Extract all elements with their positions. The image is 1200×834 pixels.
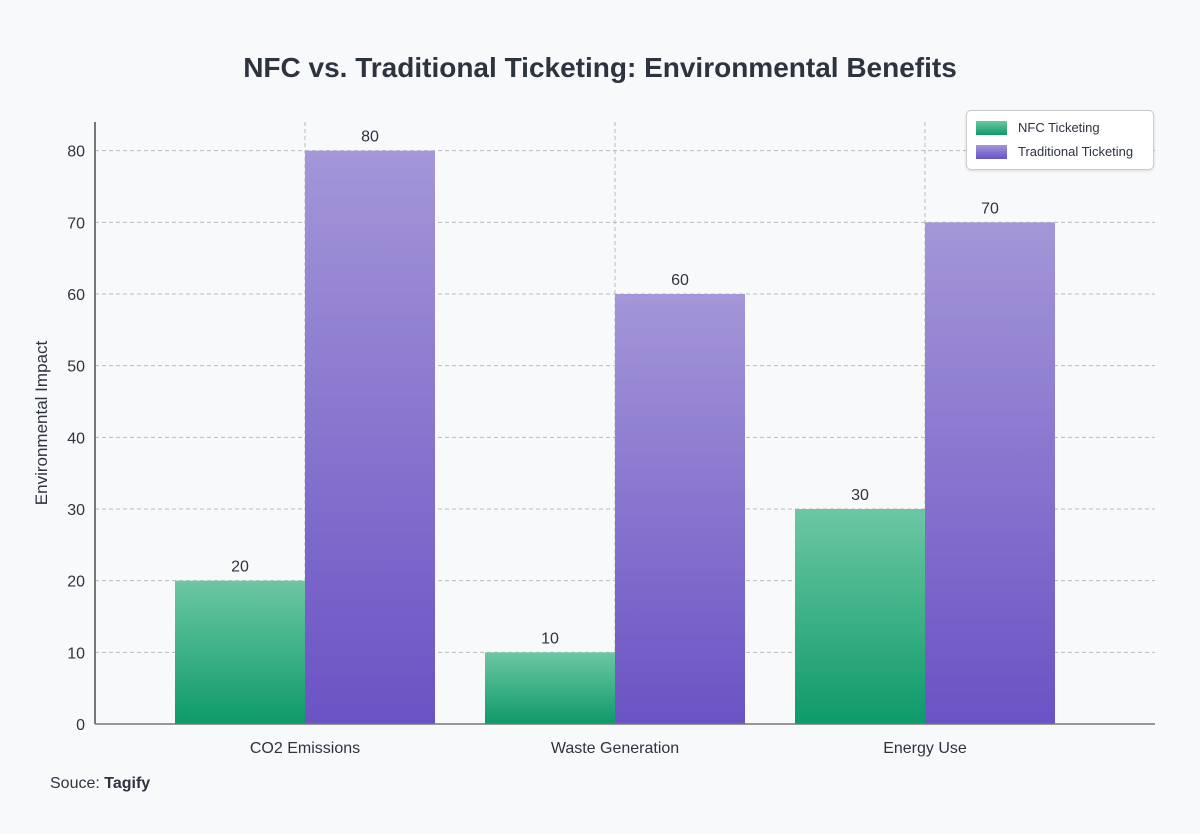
data-label: 10: [541, 630, 559, 647]
legend-item-nfc[interactable]: NFC Ticketing: [976, 120, 1100, 135]
legend-swatch-nfc: [976, 120, 1007, 135]
y-tick-label: 80: [67, 144, 85, 161]
x-tick-label: CO2 Emissions: [250, 740, 360, 757]
y-tick-label: 40: [67, 430, 85, 447]
source-value: Tagify: [104, 775, 151, 792]
data-label: 60: [671, 272, 689, 289]
bar-nfc: [175, 580, 305, 724]
data-label: 30: [851, 487, 869, 504]
legend: NFC Ticketing Traditional Ticketing: [966, 110, 1154, 170]
x-tick-label: Energy Use: [883, 740, 967, 757]
y-tick-label: 10: [67, 645, 85, 662]
data-label: 20: [231, 559, 249, 576]
y-tick-label: 0: [76, 717, 85, 734]
bar-traditional: [305, 150, 435, 724]
y-tick-label: 50: [67, 359, 85, 376]
y-tick-label: 30: [67, 502, 85, 519]
bar-nfc: [485, 652, 615, 724]
y-axis-label: Environmental Impact: [32, 341, 51, 506]
y-tick-label: 70: [67, 215, 85, 232]
data-label: 80: [361, 129, 379, 146]
legend-label-traditional: Traditional Ticketing: [1018, 144, 1134, 159]
source-label: Souce:: [50, 775, 100, 792]
bar-traditional: [925, 222, 1055, 725]
data-label: 70: [981, 200, 999, 217]
bar-nfc: [795, 509, 925, 724]
legend-label-nfc: NFC Ticketing: [1018, 120, 1100, 135]
y-tick-label: 20: [67, 574, 85, 591]
chart-title: NFC vs. Traditional Ticketing: Environme…: [243, 52, 957, 83]
y-tick-label: 60: [67, 287, 85, 304]
bar-traditional: [615, 294, 745, 724]
x-tick-label: Waste Generation: [551, 740, 679, 757]
legend-item-traditional[interactable]: Traditional Ticketing: [976, 144, 1133, 159]
source-note: Souce: Tagify: [50, 775, 150, 793]
legend-swatch-traditional: [976, 144, 1007, 159]
